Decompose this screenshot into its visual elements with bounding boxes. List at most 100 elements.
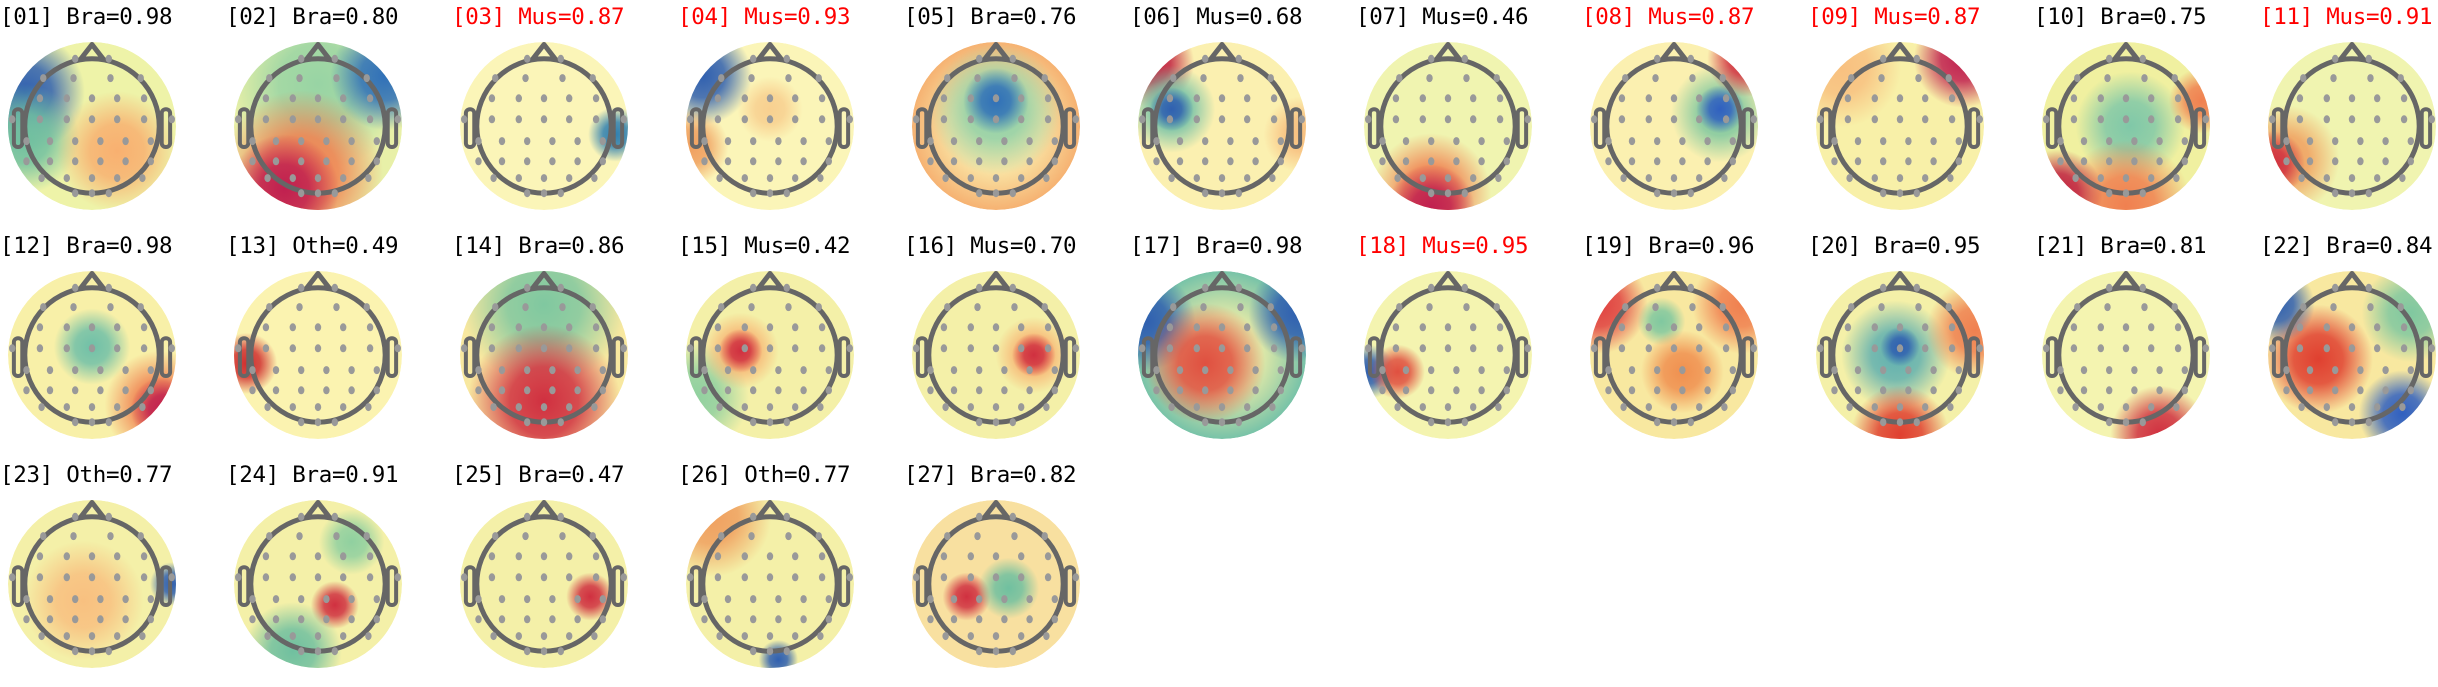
- electrode: [967, 552, 974, 561]
- electrode: [800, 595, 807, 604]
- nose-icon: [2112, 271, 2140, 291]
- electrode: [2122, 418, 2130, 427]
- electrode: [298, 647, 305, 656]
- electrode: [114, 323, 121, 332]
- ear-icon: [1593, 336, 1607, 378]
- electrode: [1428, 366, 1435, 375]
- electrode: [1478, 386, 1485, 395]
- electrode: [2365, 189, 2372, 198]
- electrode: [524, 647, 531, 656]
- electrode: [2374, 323, 2381, 332]
- electrode: [557, 512, 564, 521]
- electrode: [1652, 303, 1659, 312]
- electrode: [1896, 344, 1904, 353]
- electrode: [1044, 94, 1052, 103]
- electrode: [2148, 344, 2155, 353]
- component-label: [14] Bra=0.86: [452, 233, 625, 259]
- electrode: [38, 632, 45, 641]
- component-label: [02] Bra=0.80: [226, 4, 399, 30]
- electrode: [976, 647, 983, 656]
- electrode: [1043, 403, 1050, 412]
- electrode: [1948, 344, 1956, 353]
- electrode: [2399, 174, 2406, 183]
- electrode: [1524, 115, 1531, 124]
- nose-icon: [1434, 271, 1462, 291]
- electrode: [1880, 418, 1887, 427]
- electrode: [2057, 366, 2064, 375]
- electrode: [1298, 115, 1305, 124]
- electrode: [557, 647, 564, 656]
- electrode: [599, 595, 606, 604]
- electrode: [1202, 157, 1209, 166]
- electrode: [592, 94, 600, 103]
- nose-icon: [1886, 42, 1914, 62]
- electrode: [1913, 189, 1920, 198]
- electrode: [366, 552, 374, 561]
- topomap-component: [24] Bra=0.91: [226, 458, 452, 687]
- electrode: [1051, 137, 1058, 146]
- electrode: [1503, 157, 1510, 166]
- topomap: [2042, 42, 2210, 210]
- electrode: [461, 344, 468, 353]
- electrode: [724, 366, 732, 375]
- electrode: [1605, 366, 1612, 375]
- electrode: [122, 137, 129, 146]
- electrode: [992, 573, 1000, 582]
- electrode: [1392, 115, 1400, 124]
- electrode: [566, 632, 573, 641]
- electrode: [950, 137, 958, 146]
- electrode: [340, 115, 347, 124]
- electrode: [967, 94, 974, 103]
- electrode: [1277, 137, 1284, 146]
- electrode: [557, 54, 564, 63]
- electrode: [701, 615, 708, 624]
- electrode: [1041, 74, 1048, 83]
- electrode: [488, 323, 496, 332]
- electrode: [1168, 174, 1175, 183]
- component-label: [19] Bra=0.96: [1582, 233, 1755, 259]
- component-label: [05] Bra=0.76: [904, 4, 1077, 30]
- electrode: [800, 157, 807, 166]
- ear-icon: [915, 565, 929, 607]
- electrode: [792, 115, 799, 124]
- electrode: [2156, 386, 2163, 395]
- electrode: [1202, 137, 1209, 146]
- electrode: [1419, 403, 1426, 412]
- electrode: [766, 573, 774, 582]
- electrode: [1470, 115, 1477, 124]
- electrode: [687, 344, 694, 353]
- electrode: [289, 573, 296, 582]
- electrode: [792, 552, 799, 561]
- electrode: [940, 94, 948, 103]
- electrode: [515, 94, 522, 103]
- electrode: [2407, 366, 2414, 375]
- electrode: [1379, 386, 1386, 395]
- electrode: [72, 366, 79, 375]
- electrode: [927, 157, 934, 166]
- electrode: [1620, 403, 1627, 412]
- topomap: [1364, 42, 1532, 210]
- electrode: [314, 573, 322, 582]
- electrode: [366, 115, 374, 124]
- electrode: [1817, 115, 1824, 124]
- electrode: [1687, 54, 1694, 63]
- electrode: [2131, 386, 2138, 395]
- electrode: [1461, 283, 1468, 292]
- electrode: [846, 573, 853, 582]
- nose-icon: [78, 42, 106, 62]
- electrode: [967, 115, 974, 124]
- electrode: [348, 386, 355, 395]
- electrode: [818, 323, 826, 332]
- electrode: [298, 137, 305, 146]
- electrode: [340, 94, 347, 103]
- electrode: [599, 386, 606, 395]
- electrode: [1654, 283, 1661, 292]
- activation-blob: [57, 91, 176, 210]
- ear-icon: [385, 107, 399, 149]
- topomap: [1816, 42, 1984, 210]
- electrode: [1645, 344, 1652, 353]
- electrode: [942, 403, 949, 412]
- electrode: [46, 137, 54, 146]
- electrode: [72, 54, 79, 63]
- topomap: [1590, 271, 1758, 439]
